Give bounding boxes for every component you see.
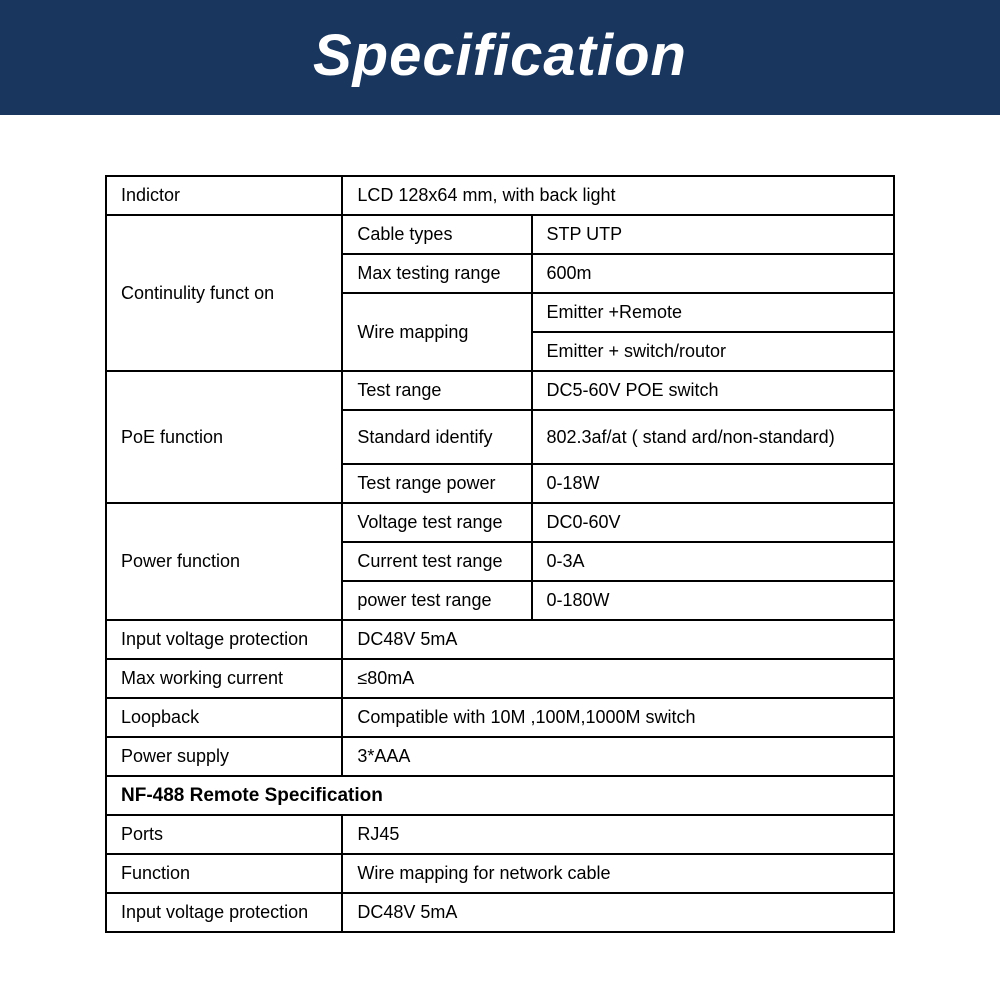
cell-sublabel: Standard identify <box>342 410 531 464</box>
cell-sublabel: Current test range <box>342 542 531 581</box>
table-row: Loopback Compatible with 10M ,100M,1000M… <box>106 698 894 737</box>
cell-value: DC48V 5mA <box>342 620 894 659</box>
cell-value: DC5-60V POE switch <box>532 371 895 410</box>
cell-label: Input voltage protection <box>106 893 342 932</box>
cell-value: LCD 128x64 mm, with back light <box>342 176 894 215</box>
table-section-row: NF-488 Remote Specification <box>106 776 894 815</box>
cell-sublabel: Test range <box>342 371 531 410</box>
cell-sublabel: power test range <box>342 581 531 620</box>
cell-value: DC0-60V <box>532 503 895 542</box>
cell-label: Function <box>106 854 342 893</box>
table-row: Power supply 3*AAA <box>106 737 894 776</box>
cell-label: Max working current <box>106 659 342 698</box>
cell-label: Power function <box>106 503 342 620</box>
page-title: Specification <box>0 22 1000 89</box>
table-row: Input voltage protection DC48V 5mA <box>106 893 894 932</box>
cell-value: DC48V 5mA <box>342 893 894 932</box>
section-header: NF-488 Remote Specification <box>106 776 894 815</box>
cell-value: 600m <box>532 254 895 293</box>
spec-table: Indictor LCD 128x64 mm, with back light … <box>105 175 895 933</box>
cell-label: Power supply <box>106 737 342 776</box>
cell-sublabel: Max testing range <box>342 254 531 293</box>
cell-label: Continulity funct on <box>106 215 342 371</box>
cell-value: Emitter + switch/routor <box>532 332 895 371</box>
cell-sublabel: Test range power <box>342 464 531 503</box>
cell-label: Input voltage protection <box>106 620 342 659</box>
cell-value: 0-3A <box>532 542 895 581</box>
cell-value: 0-180W <box>532 581 895 620</box>
cell-value: Wire mapping for network cable <box>342 854 894 893</box>
table-row: Indictor LCD 128x64 mm, with back light <box>106 176 894 215</box>
table-row: Function Wire mapping for network cable <box>106 854 894 893</box>
cell-label: Ports <box>106 815 342 854</box>
table-row: Ports RJ45 <box>106 815 894 854</box>
cell-sublabel: Cable types <box>342 215 531 254</box>
cell-value: Emitter +Remote <box>532 293 895 332</box>
spec-table-container: Indictor LCD 128x64 mm, with back light … <box>0 115 1000 933</box>
cell-label: Indictor <box>106 176 342 215</box>
cell-label: PoE function <box>106 371 342 503</box>
cell-value: Compatible with 10M ,100M,1000M switch <box>342 698 894 737</box>
table-row: Power function Voltage test range DC0-60… <box>106 503 894 542</box>
cell-value: RJ45 <box>342 815 894 854</box>
cell-value: 3*AAA <box>342 737 894 776</box>
table-row: PoE function Test range DC5-60V POE swit… <box>106 371 894 410</box>
table-row: Continulity funct on Cable types STP UTP <box>106 215 894 254</box>
cell-value: STP UTP <box>532 215 895 254</box>
cell-sublabel: Wire mapping <box>342 293 531 371</box>
table-row: Max working current ≤80mA <box>106 659 894 698</box>
header-banner: Specification <box>0 0 1000 115</box>
cell-value: 0-18W <box>532 464 895 503</box>
table-row: Input voltage protection DC48V 5mA <box>106 620 894 659</box>
cell-sublabel: Voltage test range <box>342 503 531 542</box>
cell-label: Loopback <box>106 698 342 737</box>
cell-value: 802.3af/at ( stand ard/non-standard) <box>532 410 895 464</box>
cell-value: ≤80mA <box>342 659 894 698</box>
